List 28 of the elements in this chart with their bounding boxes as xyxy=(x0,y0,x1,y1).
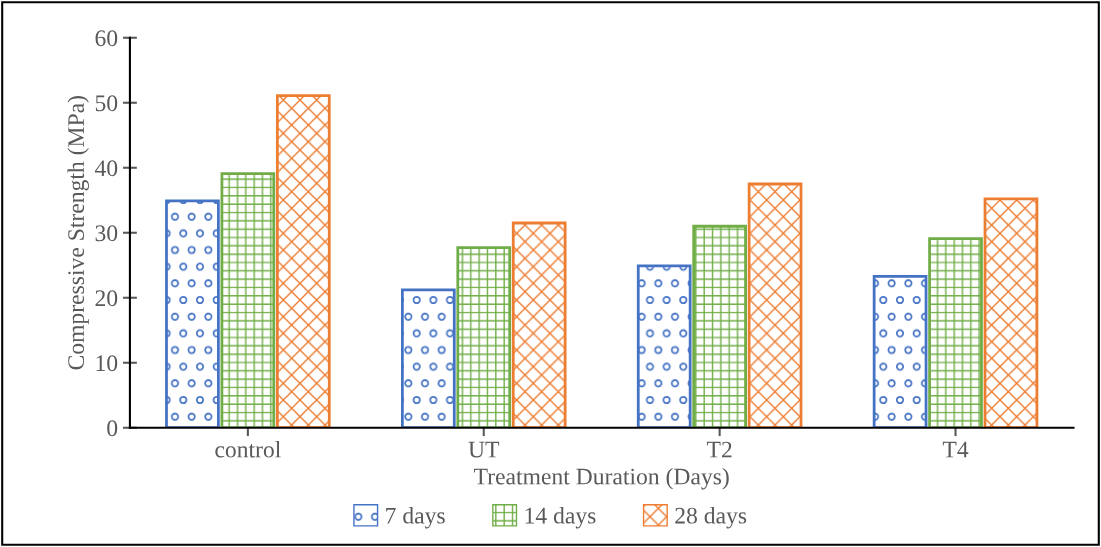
legend-label: 28 days xyxy=(675,507,747,529)
bar xyxy=(983,197,1039,428)
legend-label: 14 days xyxy=(525,507,596,529)
bar xyxy=(456,246,512,428)
x-tick-label: UT xyxy=(468,441,500,458)
y-tick-label: 40 xyxy=(94,160,118,177)
y-tick-label: 60 xyxy=(95,30,118,47)
bar xyxy=(220,172,276,428)
legend-label: 7 days xyxy=(386,507,445,529)
x-tick-label: T2 xyxy=(706,441,732,458)
y-tick-label: 50 xyxy=(95,95,118,112)
bar xyxy=(400,288,456,428)
bar xyxy=(872,274,928,428)
bar xyxy=(692,224,747,428)
y-tick-label: 10 xyxy=(96,355,118,372)
x-tick-label: control xyxy=(215,440,281,458)
y-tick-label: 20 xyxy=(95,290,118,307)
bar xyxy=(636,264,692,428)
bar xyxy=(747,182,803,428)
bar xyxy=(275,94,331,428)
x-axis-title: Treatment Duration (Days) xyxy=(474,467,729,490)
y-axis-title: Compressive Strength (MPa) xyxy=(67,96,89,370)
y-tick-label: 30 xyxy=(95,225,118,242)
y-tick-label: 0 xyxy=(107,420,118,437)
bar xyxy=(928,237,983,428)
x-tick-label: T4 xyxy=(942,441,969,458)
bar xyxy=(165,199,220,428)
bar xyxy=(511,221,567,428)
